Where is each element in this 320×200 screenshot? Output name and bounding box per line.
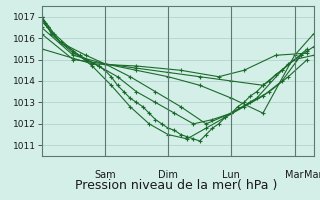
- Text: Lun: Lun: [222, 170, 240, 180]
- Text: Sam: Sam: [94, 170, 116, 180]
- Text: Mar: Mar: [285, 170, 304, 180]
- Text: Dim: Dim: [158, 170, 178, 180]
- Text: Pression niveau de la mer( hPa ): Pression niveau de la mer( hPa ): [75, 179, 277, 192]
- Text: Mar: Mar: [304, 170, 320, 180]
